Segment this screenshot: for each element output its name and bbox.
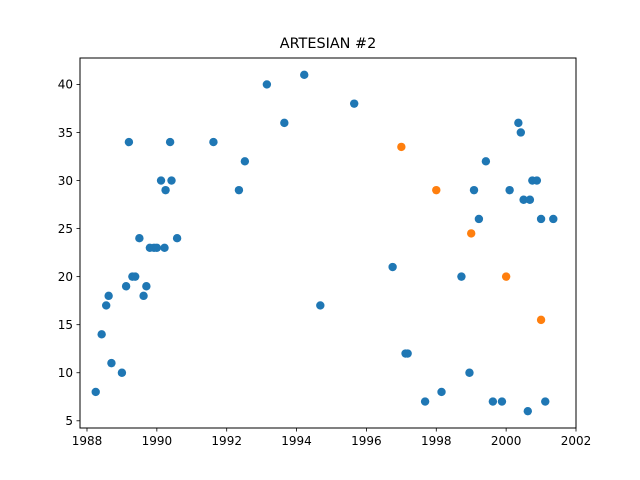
data-point: [469, 185, 479, 195]
data-point: [107, 358, 116, 368]
data-point: [397, 142, 406, 152]
y-tick-label: 5: [65, 414, 73, 428]
data-point: [142, 282, 151, 291]
x-tick-label: 1988: [72, 434, 103, 448]
data-point: [121, 282, 131, 291]
data-point: [139, 291, 148, 301]
data-point: [167, 176, 176, 185]
data-point: [172, 233, 182, 243]
data-point: [541, 397, 550, 406]
data-point: [97, 330, 106, 339]
data-point: [465, 368, 474, 377]
x-tick-label: 1992: [211, 434, 242, 448]
y-tick-label: 15: [58, 318, 73, 332]
y-axis: 5 10 15 20 25 30 35 40: [58, 78, 80, 428]
data-point: [497, 397, 507, 406]
data-point: [536, 214, 546, 224]
data-point: [135, 233, 144, 243]
data-point: [130, 272, 140, 281]
data-point: [101, 301, 111, 310]
data-point: [532, 176, 542, 185]
x-tick-label: 1990: [142, 434, 173, 448]
data-point: [420, 397, 430, 406]
y-tick-label: 30: [58, 174, 73, 188]
data-point: [536, 315, 546, 325]
data-point: [234, 185, 244, 195]
y-tick-label: 20: [58, 270, 73, 284]
data-point: [457, 272, 466, 281]
data-point: [403, 349, 412, 358]
data-point: [516, 128, 526, 137]
plot-area: [91, 70, 558, 416]
data-point: [160, 243, 169, 253]
data-point: [525, 195, 535, 204]
data-point: [549, 214, 558, 224]
data-point: [432, 185, 441, 195]
data-point: [124, 137, 134, 147]
data-point: [316, 301, 325, 310]
data-point: [209, 137, 218, 147]
data-point: [165, 137, 175, 147]
plot-frame: [79, 57, 577, 429]
x-tick-label: 2002: [561, 434, 592, 448]
x-tick-label: 1996: [351, 434, 382, 448]
x-tick-label: 1998: [421, 434, 452, 448]
y-tick-label: 25: [58, 222, 73, 236]
data-point: [117, 368, 127, 377]
data-point: [300, 70, 309, 80]
y-tick-label: 35: [58, 126, 73, 140]
data-point: [388, 262, 397, 272]
chart-title: ARTESIAN #2: [280, 36, 376, 52]
data-point: [488, 397, 498, 406]
data-point: [519, 195, 528, 204]
data-point: [156, 176, 166, 185]
data-point: [349, 99, 359, 108]
data-point: [523, 406, 532, 416]
data-point: [514, 118, 523, 128]
y-tick-label: 40: [58, 78, 73, 92]
data-point: [474, 214, 484, 224]
data-point: [501, 272, 511, 281]
data-point: [104, 291, 113, 301]
data-point: [437, 387, 446, 397]
data-point: [91, 387, 100, 397]
data-point: [240, 157, 250, 166]
data-point: [262, 80, 272, 89]
data-point: [505, 185, 514, 195]
data-point: [152, 243, 162, 253]
y-tick-label: 10: [58, 366, 73, 380]
data-point: [467, 229, 476, 238]
x-axis: 1988 1990 1992 1994 1996 1998 2000 2002: [72, 428, 592, 448]
data-point: [161, 185, 170, 195]
x-tick-label: 1994: [281, 434, 312, 448]
data-point: [280, 118, 289, 128]
x-tick-label: 2000: [491, 434, 522, 448]
data-point: [481, 157, 491, 166]
